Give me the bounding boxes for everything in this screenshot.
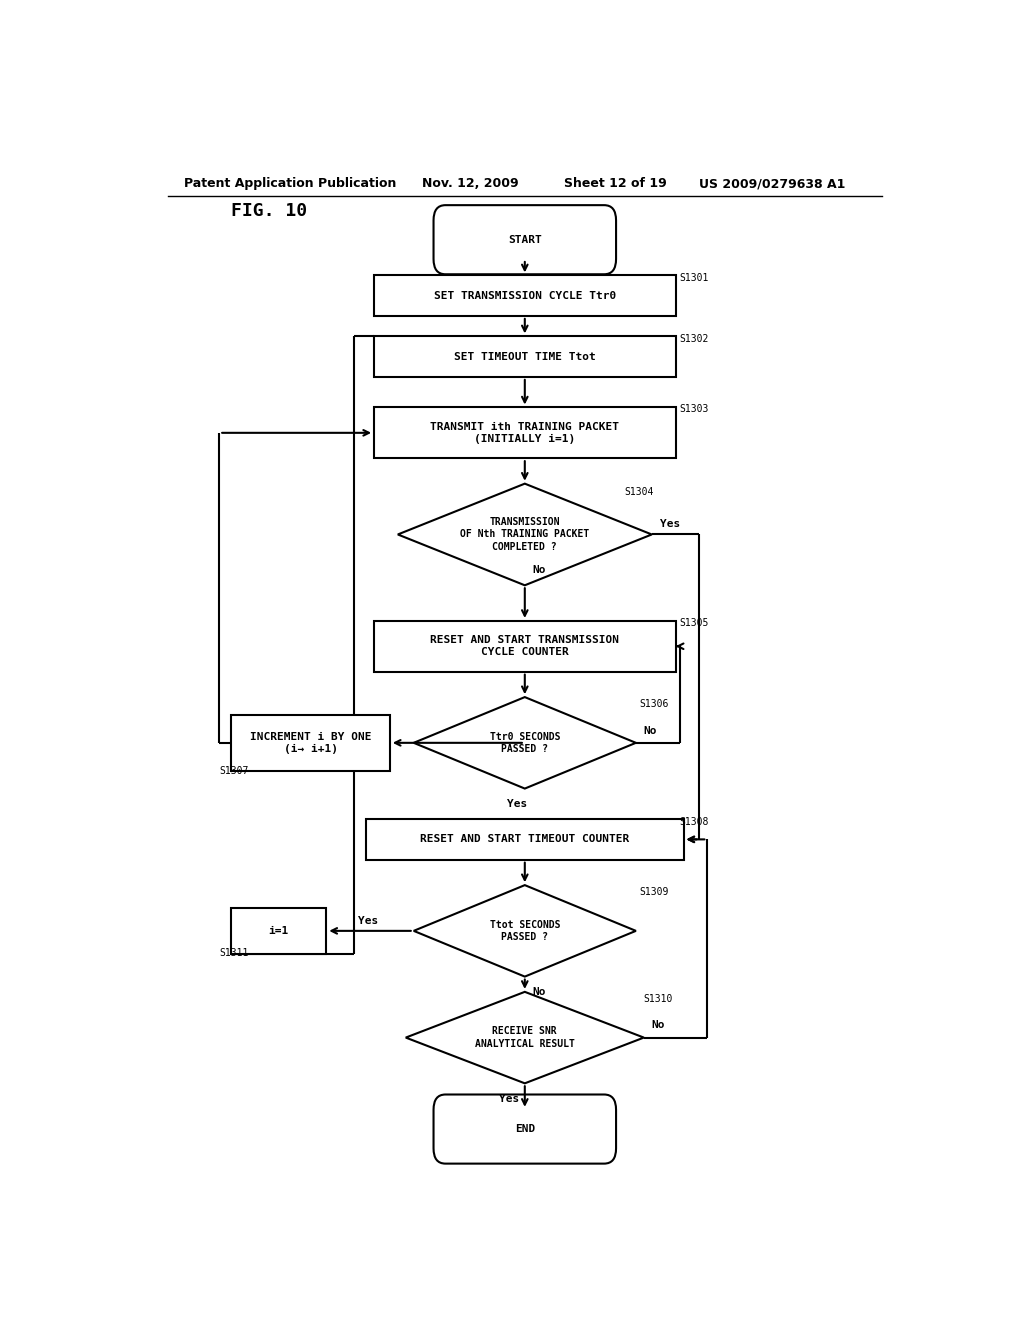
Text: Yes: Yes [499,1093,519,1104]
Text: Patent Application Publication: Patent Application Publication [183,177,396,190]
Text: US 2009/0279638 A1: US 2009/0279638 A1 [699,177,846,190]
Text: S1305: S1305 [680,618,709,628]
Text: INCREMENT i BY ONE
(i→ i+1): INCREMENT i BY ONE (i→ i+1) [250,731,372,754]
Polygon shape [414,886,636,977]
Text: S1303: S1303 [680,404,709,414]
Polygon shape [414,697,636,788]
Bar [374,276,676,315]
Text: No: No [652,1020,666,1031]
Bar [367,818,684,859]
Text: END: END [515,1125,535,1134]
Text: START: START [508,235,542,244]
Text: Ttr0 SECONDS
PASSED ?: Ttr0 SECONDS PASSED ? [489,731,560,754]
Text: TRANSMIT ith TRAINING PACKET
(INITIALLY i=1): TRANSMIT ith TRAINING PACKET (INITIALLY … [430,421,620,444]
FancyBboxPatch shape [433,1094,616,1164]
Text: SET TIMEOUT TIME Ttot: SET TIMEOUT TIME Ttot [454,351,596,362]
Text: FIG. 10: FIG. 10 [231,202,307,220]
Text: Yes: Yes [507,799,527,809]
Text: Nov. 12, 2009: Nov. 12, 2009 [422,177,518,190]
Text: S1308: S1308 [680,817,709,828]
Text: S1310: S1310 [644,994,673,1005]
Text: RESET AND START TIMEOUT COUNTER: RESET AND START TIMEOUT COUNTER [420,834,630,845]
Bar [374,620,676,672]
Text: RESET AND START TRANSMISSION
CYCLE COUNTER: RESET AND START TRANSMISSION CYCLE COUNT… [430,635,620,657]
Bar [231,715,390,771]
Text: SET TRANSMISSION CYCLE Ttr0: SET TRANSMISSION CYCLE Ttr0 [434,290,615,301]
Text: TRANSMISSION
OF Nth TRAINING PACKET
COMPLETED ?: TRANSMISSION OF Nth TRAINING PACKET COMP… [460,517,590,552]
Text: Yes: Yes [659,519,680,529]
Text: S1306: S1306 [640,700,670,709]
Text: S1307: S1307 [219,767,249,776]
Polygon shape [406,991,644,1084]
Text: Ttot SECONDS
PASSED ?: Ttot SECONDS PASSED ? [489,920,560,942]
Text: No: No [532,565,546,576]
Text: No: No [532,987,546,997]
Text: i=1: i=1 [268,925,289,936]
Bar [231,908,327,954]
Text: S1311: S1311 [219,948,249,958]
Text: No: No [644,726,657,735]
Text: Sheet 12 of 19: Sheet 12 of 19 [564,177,668,190]
Polygon shape [397,483,652,585]
FancyBboxPatch shape [433,205,616,275]
Text: S1309: S1309 [640,887,670,898]
Bar [374,408,676,458]
Text: S1302: S1302 [680,334,709,345]
Text: Yes: Yes [358,916,379,925]
Bar [374,337,676,378]
Text: RECEIVE SNR
ANALYTICAL RESULT: RECEIVE SNR ANALYTICAL RESULT [475,1027,574,1049]
Text: S1301: S1301 [680,273,709,284]
Text: S1304: S1304 [624,487,653,496]
